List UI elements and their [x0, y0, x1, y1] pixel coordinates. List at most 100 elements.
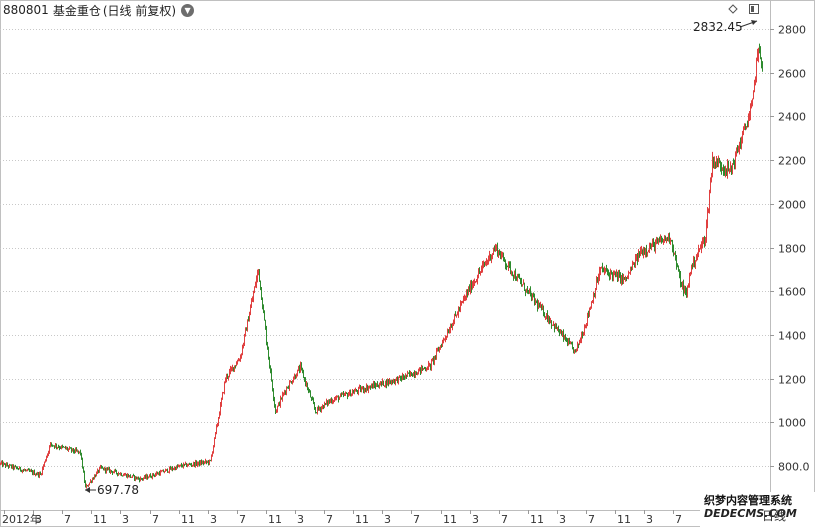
candle-body — [57, 447, 58, 449]
candle-body — [691, 264, 692, 273]
candle-body — [532, 295, 533, 300]
candle-body — [750, 108, 751, 116]
candle-body — [95, 475, 96, 477]
candle-body — [283, 393, 284, 395]
candle-body — [289, 382, 290, 388]
candle-body — [573, 347, 574, 353]
candle-body — [244, 334, 245, 344]
candle-body — [653, 242, 654, 244]
candle-body — [205, 460, 206, 462]
candle-body — [724, 171, 725, 173]
max-value-label: 2832.45 — [693, 20, 743, 34]
candle-body — [698, 249, 699, 255]
x-tick-label: 11 — [530, 513, 544, 526]
candle-body — [152, 473, 153, 478]
y-tick-label: 2000 — [778, 199, 806, 212]
candle-body — [341, 394, 342, 396]
candle-body — [475, 281, 476, 283]
candle-body — [114, 470, 115, 473]
candle-body — [600, 268, 601, 272]
diamond-icon[interactable] — [728, 4, 738, 14]
candle-body — [38, 472, 39, 477]
candle-body — [278, 402, 279, 407]
candle-body — [575, 349, 576, 351]
candle-body — [400, 375, 401, 378]
candle-body — [59, 447, 60, 449]
candle-body — [599, 271, 600, 278]
candle-body — [346, 392, 347, 394]
x-tick-label: 7 — [239, 513, 246, 526]
candle-body — [690, 272, 691, 275]
candle-body — [237, 360, 238, 365]
candle-body — [570, 342, 571, 344]
candle-body — [666, 238, 667, 241]
y-tick-label: 1600 — [778, 286, 806, 299]
candle-body — [703, 238, 704, 241]
candle-body — [513, 275, 514, 278]
candle-body — [411, 372, 412, 376]
candle-body — [250, 307, 251, 315]
x-tick-label: 11 — [355, 513, 369, 526]
candle-body — [654, 242, 655, 250]
chevron-down-icon[interactable]: ▼ — [181, 3, 195, 17]
candle-body — [372, 384, 373, 389]
candle-body — [132, 475, 133, 477]
candle-body — [450, 326, 451, 331]
candle-body — [457, 314, 458, 316]
candle-body — [630, 268, 631, 273]
candle-body — [708, 208, 709, 212]
x-tick-label: 11 — [268, 513, 282, 526]
candle-body — [220, 404, 221, 414]
candle-body — [69, 447, 70, 449]
candle-body — [478, 271, 479, 278]
candle-body — [160, 471, 161, 475]
candle-body — [333, 401, 334, 403]
candle-body — [474, 281, 475, 284]
candle-body — [561, 332, 562, 334]
candle-body — [12, 465, 13, 468]
candle-body — [350, 391, 351, 397]
candle-body — [75, 449, 76, 453]
candle-body — [185, 463, 186, 465]
candle-body — [302, 367, 303, 372]
x-tick-label: 3 — [35, 513, 42, 526]
candle-body — [389, 380, 390, 384]
candle-body — [730, 165, 731, 170]
candle-body — [505, 261, 506, 266]
candle-body — [309, 390, 310, 393]
candle-body — [517, 275, 518, 281]
candle-body — [554, 323, 555, 329]
candle-body — [215, 432, 216, 438]
candle-body — [526, 288, 527, 293]
candle-body — [547, 313, 548, 321]
candle-body — [314, 403, 315, 409]
candle-body — [318, 407, 319, 410]
watermark-line2: DEDECMS.COM — [704, 507, 797, 520]
candle-body — [557, 326, 558, 330]
candle-body — [47, 453, 48, 458]
candle-body — [468, 288, 469, 295]
candle-body — [180, 464, 181, 466]
candle-body — [418, 369, 419, 375]
candle-body — [676, 258, 677, 266]
candle-body — [321, 407, 322, 411]
candle-body — [22, 470, 23, 472]
candle-body — [430, 363, 431, 368]
candle-body — [2, 461, 3, 466]
candle-body — [624, 277, 625, 280]
x-tick-label: 11 — [617, 513, 631, 526]
candle-body — [206, 460, 207, 463]
candle-body — [238, 360, 239, 362]
candle-body — [252, 298, 253, 302]
candle-body — [48, 452, 49, 454]
candle-body — [348, 394, 349, 397]
candle-body — [404, 377, 405, 379]
candle-body — [269, 358, 270, 367]
candle-body — [298, 368, 299, 370]
candle-body — [484, 263, 485, 265]
panel-toggle-icon[interactable] — [749, 4, 759, 14]
y-tick-label: 1200 — [778, 374, 806, 387]
candle-body — [79, 451, 80, 453]
candle-body — [319, 408, 320, 410]
